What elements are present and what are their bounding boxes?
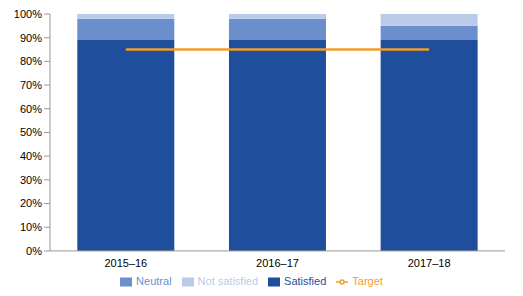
svg-text:70%: 70% — [20, 79, 42, 91]
html-text:Satisfied: Satisfied — [284, 274, 327, 287]
svg-text:100%: 100% — [14, 8, 42, 20]
svg-text:50%: 50% — [20, 126, 42, 138]
svg-text:30%: 30% — [20, 174, 42, 186]
svg-text:10%: 10% — [20, 221, 42, 233]
svg-text:2016–17: 2016–17 — [256, 257, 299, 269]
html-text:Target: Target — [352, 274, 383, 287]
svg-text:90%: 90% — [20, 32, 42, 44]
svg-text:2015–16: 2015–16 — [104, 257, 147, 269]
svg-text:2017–18: 2017–18 — [408, 257, 451, 269]
svg-text:80%: 80% — [20, 55, 42, 67]
svg-text:20%: 20% — [20, 197, 42, 209]
svg-text:60%: 60% — [20, 103, 42, 115]
html-text:Neutral: Neutral — [136, 274, 172, 287]
svg-text:40%: 40% — [20, 150, 42, 162]
svg-text:0%: 0% — [26, 245, 42, 257]
html-text:Not satisfied: Not satisfied — [197, 274, 259, 287]
